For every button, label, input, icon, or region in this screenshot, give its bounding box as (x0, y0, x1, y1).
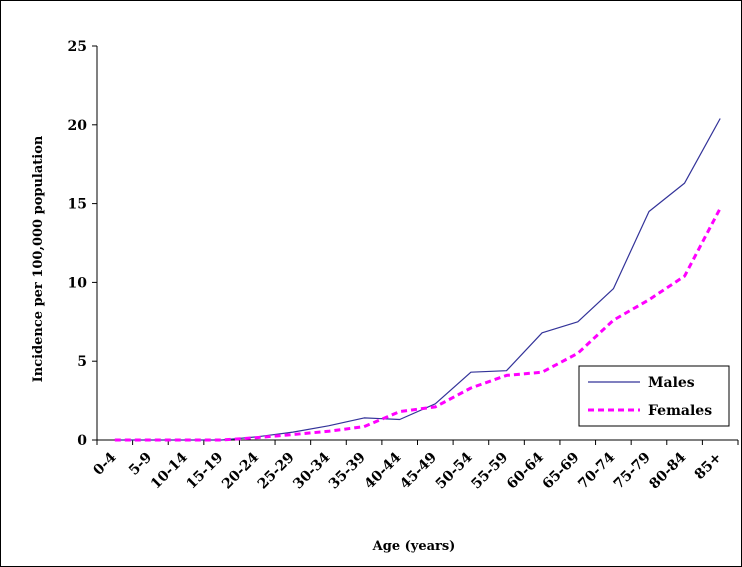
x-tick-label: 75-79 (611, 450, 654, 493)
x-tick-label: 40-44 (362, 449, 405, 492)
y-axis-title: Incidence per 100,000 population (31, 135, 46, 382)
x-tick-label: 10-14 (148, 449, 191, 492)
x-tick-label: 45-49 (397, 450, 440, 493)
x-tick-label: 30-34 (290, 449, 333, 492)
x-tick-label: 65-69 (540, 450, 583, 493)
legend-box (578, 365, 730, 427)
x-tick-label: 50-54 (433, 449, 476, 492)
x-tick-label: 25-29 (255, 450, 298, 493)
series-line-females (114, 207, 722, 442)
x-tick-label: 5-9 (126, 450, 155, 479)
x-tick-label: 80-84 (646, 449, 689, 492)
x-tick-label: 70-74 (575, 449, 618, 492)
legend: Males Females (578, 365, 730, 427)
chart-series (114, 118, 722, 442)
legend-label-males: Males (648, 375, 695, 391)
x-tick-label: 0-4 (90, 449, 119, 478)
y-tick-label: 20 (68, 118, 88, 134)
y-tick-label: 5 (77, 354, 87, 370)
y-tick-label: 0 (77, 433, 87, 449)
y-axis-ticks: 0 5 10 15 20 25 (68, 39, 97, 449)
x-tick-label: 55-59 (468, 450, 511, 493)
x-axis-ticks: 0-4 5-910-1415-1920-2425-2930-3435-3940-4… (90, 440, 739, 493)
x-axis-title: Age (years) (372, 539, 456, 554)
y-tick-label: 25 (68, 39, 87, 55)
y-tick-label: 10 (68, 275, 88, 291)
x-tick-label: 60-64 (504, 449, 547, 492)
x-tick-label: 15-19 (183, 450, 226, 493)
x-tick-label: 85+ (692, 450, 725, 483)
x-tick-label: 35-39 (326, 450, 369, 493)
y-tick-label: 15 (68, 197, 87, 213)
legend-label-females: Females (648, 403, 712, 419)
x-tick-label: 20-24 (219, 449, 262, 492)
